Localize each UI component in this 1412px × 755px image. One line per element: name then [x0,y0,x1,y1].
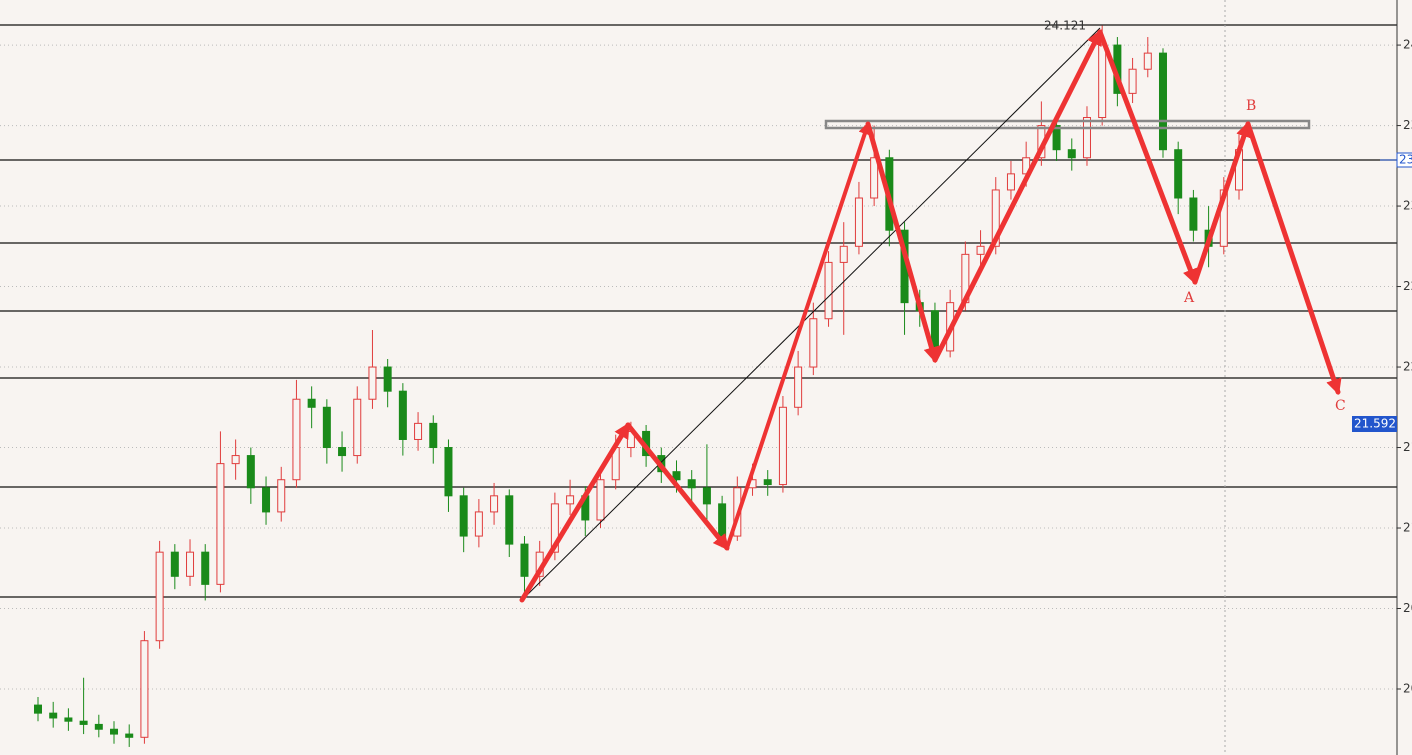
candle-body [231,455,240,465]
candle-body [125,733,134,738]
candle-body [672,471,681,481]
y-tick-label: 20.5 [1403,601,1412,615]
wave-arrow [1097,29,1198,285]
candle-body [444,447,453,497]
candle-body [429,422,438,449]
wave-arrow [865,121,940,364]
candle-body [854,197,863,247]
y-tick-label: 22.5 [1403,279,1412,293]
candle-body [34,704,42,714]
candle-body [262,487,271,513]
candle-body [94,723,103,730]
wave-arrow [1192,120,1252,285]
candle-body [459,495,468,537]
candle-body [520,543,529,577]
wave-label: A [1183,290,1195,306]
candle-body [596,479,605,521]
candle-body [353,398,362,457]
y-tick-label: 24 [1403,38,1412,52]
candle-body [794,366,803,408]
candle-body [505,495,514,545]
candle-body [1067,149,1076,159]
candle-body [186,551,195,577]
candle-body [566,495,575,505]
candle-body [718,503,727,537]
trend-line [521,27,1101,601]
candle-body [338,447,347,457]
candle-body [490,495,499,513]
candle-body [824,261,833,320]
candle-body [702,487,711,505]
candle-body [1006,173,1015,191]
candle-body [155,551,164,642]
candle-body [307,398,316,408]
grid [0,44,1401,690]
candle-body [1128,68,1137,94]
candle-body [1143,52,1152,70]
candle-body [550,503,559,553]
candle-body [322,406,331,449]
candle-body [1082,117,1091,159]
candle-body [778,406,787,486]
candle-body [870,157,879,199]
candle-body [1098,44,1107,119]
candle-body [839,245,848,263]
target-label: 21.592 [1354,417,1396,431]
y-tick-label: 23 [1403,199,1412,213]
candle-body [976,245,985,255]
candle-body [809,318,818,368]
candle-body [414,422,423,440]
resistance-box [824,119,1311,130]
candle-body [1189,197,1198,231]
wave-arrow [725,121,871,550]
high-label: 24.121 [1044,19,1086,33]
wave-arrows [519,29,1342,603]
candle-body [201,551,210,585]
candle-body [1174,149,1183,199]
level-lines [0,24,1397,598]
wave-arrow [1245,121,1342,396]
candle-body [383,366,392,392]
y-tick-label: 23.5 [1403,118,1412,132]
candle-body [246,455,255,489]
wave-arrow [932,29,1103,363]
candle-body [398,390,407,440]
last-price-label: 23 [1399,153,1412,167]
candle-body [292,398,301,481]
candle-body [1158,52,1167,151]
candle-body [49,712,58,719]
candle-body [474,511,483,537]
candle-body [687,479,696,489]
candle-body [170,551,179,577]
y-tick-label: 20 [1403,681,1412,695]
candle-body [368,366,377,400]
y-tick-label: 22 [1403,360,1412,374]
y-tick-label: 21 [1403,521,1412,535]
candle-body [140,640,149,738]
last-price-tag [1396,152,1412,168]
candle-body [64,717,73,722]
wave-arrow [625,422,730,551]
candle-body [277,479,286,513]
candle-body [110,728,119,735]
candle-body [1052,125,1061,151]
candle-body [79,720,88,725]
candle-body [991,189,1000,247]
candle-body [216,463,225,585]
candles [34,25,1243,747]
target-tag [1352,416,1397,432]
candle-body [763,479,772,486]
wave-arrow [519,422,631,603]
y-tick-label: 21.5 [1403,440,1412,454]
wave-label: C [1335,398,1346,414]
wave-label: B [1246,98,1256,114]
